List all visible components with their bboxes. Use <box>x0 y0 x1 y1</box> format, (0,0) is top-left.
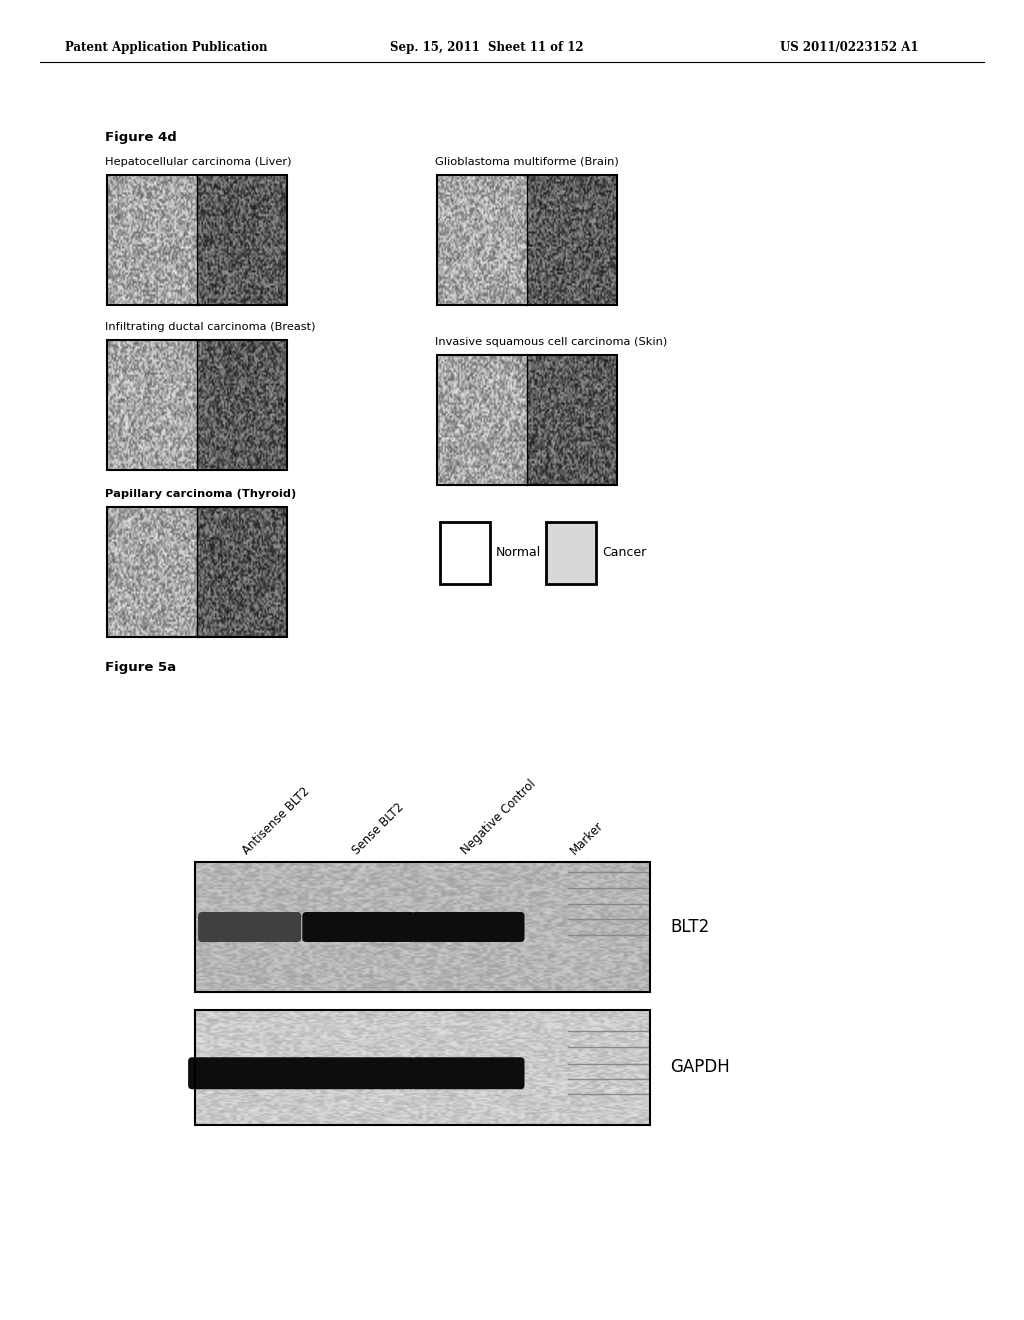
Bar <box>437 176 617 305</box>
FancyBboxPatch shape <box>302 912 416 942</box>
Text: Patent Application Publication: Patent Application Publication <box>65 41 267 54</box>
FancyBboxPatch shape <box>412 912 524 942</box>
Bar <box>106 507 287 638</box>
Text: Figure 5a: Figure 5a <box>105 661 176 675</box>
Text: US 2011/0223152 A1: US 2011/0223152 A1 <box>780 41 919 54</box>
Text: Glioblastoma multiforme (Brain): Glioblastoma multiforme (Brain) <box>435 157 618 168</box>
Text: Invasive squamous cell carcinoma (Skin): Invasive squamous cell carcinoma (Skin) <box>435 337 668 347</box>
Bar <box>195 862 650 993</box>
Text: Hepatocellular carcinoma (Liver): Hepatocellular carcinoma (Liver) <box>105 157 292 168</box>
Text: Antisense BLT2: Antisense BLT2 <box>241 784 312 857</box>
Bar <box>437 355 617 484</box>
Text: Normal: Normal <box>496 546 542 560</box>
Text: Infiltrating ductal carcinoma (Breast): Infiltrating ductal carcinoma (Breast) <box>105 322 315 333</box>
Text: Cancer: Cancer <box>602 546 646 560</box>
Bar <box>440 521 490 583</box>
Text: Sep. 15, 2011  Sheet 11 of 12: Sep. 15, 2011 Sheet 11 of 12 <box>390 41 584 54</box>
Bar <box>195 1010 650 1125</box>
FancyBboxPatch shape <box>198 912 301 942</box>
Text: Marker: Marker <box>568 818 606 857</box>
Bar <box>106 341 287 470</box>
Text: BLT2: BLT2 <box>670 917 710 936</box>
Text: GAPDH: GAPDH <box>670 1059 730 1077</box>
Bar <box>106 176 287 305</box>
FancyBboxPatch shape <box>302 1057 416 1089</box>
Text: Sense BLT2: Sense BLT2 <box>349 800 407 857</box>
FancyBboxPatch shape <box>188 1057 311 1089</box>
FancyBboxPatch shape <box>412 1057 524 1089</box>
Text: Negative Control: Negative Control <box>459 777 539 857</box>
Bar <box>546 521 596 583</box>
Text: Papillary carcinoma (Thyroid): Papillary carcinoma (Thyroid) <box>105 488 296 499</box>
Text: Figure 4d: Figure 4d <box>105 132 177 144</box>
